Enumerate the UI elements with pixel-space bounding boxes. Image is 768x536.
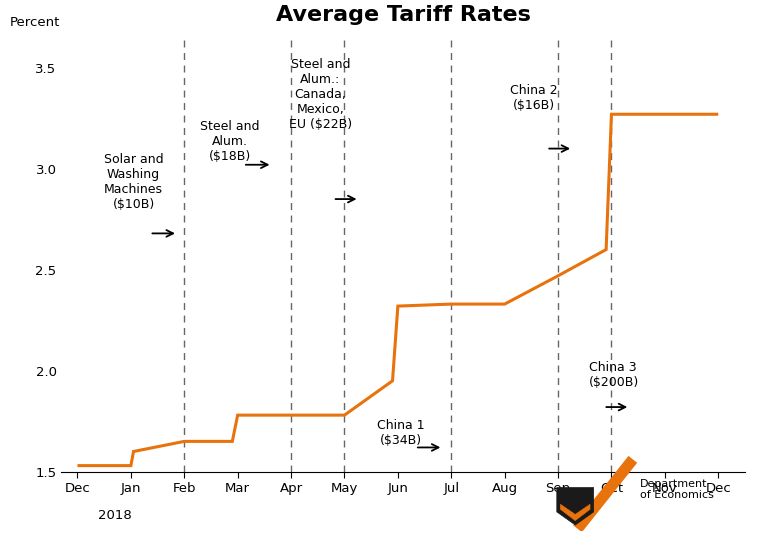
- Text: China 1
($34B): China 1 ($34B): [377, 419, 425, 447]
- Polygon shape: [557, 488, 594, 525]
- Text: China 2
($16B): China 2 ($16B): [510, 84, 558, 112]
- Text: Percent: Percent: [10, 16, 61, 29]
- Text: Steel and
Alum.
($18B): Steel and Alum. ($18B): [200, 120, 260, 163]
- Text: Solar and
Washing
Machines
($10B): Solar and Washing Machines ($10B): [104, 153, 164, 211]
- Text: Department
of Economics: Department of Economics: [640, 479, 713, 500]
- Title: Average Tariff Rates: Average Tariff Rates: [276, 5, 531, 25]
- Text: 2018: 2018: [98, 509, 132, 522]
- Text: Steel and
Alum.:
Canada,
Mexico,
EU ($22B): Steel and Alum.: Canada, Mexico, EU ($22…: [289, 58, 352, 131]
- Polygon shape: [561, 504, 590, 520]
- Text: China 3
($200B): China 3 ($200B): [589, 361, 639, 389]
